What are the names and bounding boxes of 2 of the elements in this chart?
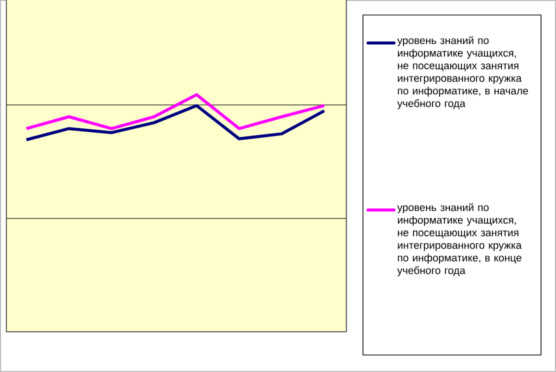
legend-label: уровень знаний по информатике учащихся, не посещающих занятия интегрированного кружка по информатике, в начале учебного года [397,36,528,110]
legend-label: уровень знаний по информатике учащихся, не посещающих занятия интегрированного кружка по информатике, в конце учебного года [397,203,522,276]
